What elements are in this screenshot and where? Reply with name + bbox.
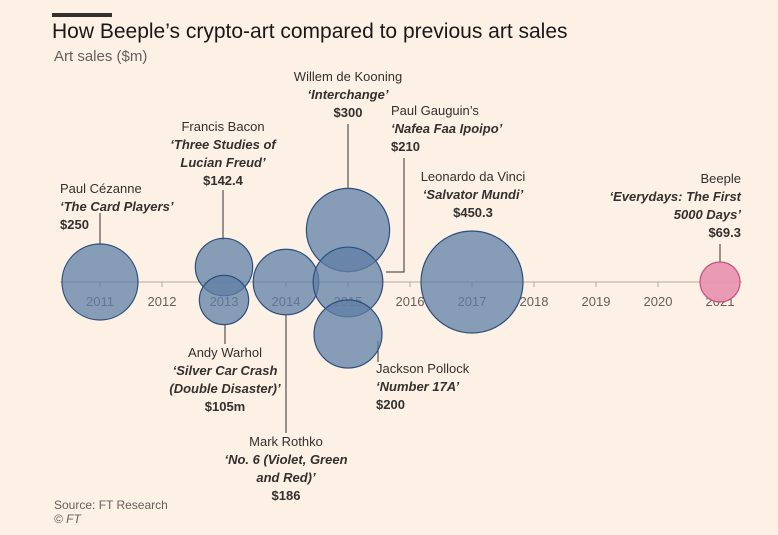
sale-bubble bbox=[313, 299, 383, 369]
highlight-bubble bbox=[699, 261, 741, 303]
point-artist-label: Beeple bbox=[701, 171, 741, 186]
point-artist-label: Paul Gauguin’s bbox=[391, 103, 479, 118]
sale-bubble bbox=[198, 274, 250, 326]
point-artist-label: Paul Cézanne bbox=[60, 181, 142, 196]
title-rule bbox=[52, 13, 112, 17]
chart-title: How Beeple’s crypto-art compared to prev… bbox=[52, 20, 568, 43]
point-artist-label: Willem de Kooning bbox=[294, 69, 402, 84]
sale-bubble bbox=[61, 243, 139, 321]
point-artwork-label: ‘Three Studies of bbox=[170, 137, 277, 152]
point-artwork-label: Lucian Freud’ bbox=[180, 155, 266, 170]
x-tick-label: 2016 bbox=[396, 294, 425, 309]
point-value-label: $250 bbox=[60, 217, 89, 232]
point-artwork-label: ‘Everydays: The First bbox=[610, 189, 742, 204]
point-artwork-label: ‘Nafea Faa Ipoipo’ bbox=[391, 121, 503, 136]
point-artwork-label: ‘No. 6 (Violet, Green bbox=[224, 452, 347, 467]
point-artist-label: Francis Bacon bbox=[181, 119, 264, 134]
x-tick-label: 2012 bbox=[148, 294, 177, 309]
point-value-label: $450.3 bbox=[453, 205, 493, 220]
point-artwork-label: and Red)’ bbox=[256, 470, 316, 485]
leader-line bbox=[386, 158, 405, 273]
point-artwork-label: ‘The Card Players’ bbox=[60, 199, 174, 214]
point-artist-label: Leonardo da Vinci bbox=[421, 169, 526, 184]
point-value-label: $186 bbox=[272, 488, 301, 503]
copyright-text: © FT bbox=[54, 512, 81, 526]
point-value-label: $105m bbox=[205, 399, 245, 414]
point-artwork-label: (Double Disaster)’ bbox=[169, 381, 281, 396]
x-tick-label: 2019 bbox=[582, 294, 611, 309]
sale-bubble bbox=[420, 230, 524, 334]
chart-subtitle: Art sales ($m) bbox=[54, 48, 148, 65]
point-value-label: $210 bbox=[391, 139, 420, 154]
x-tick-label: 2018 bbox=[520, 294, 549, 309]
source-text: Source: FT Research bbox=[54, 498, 168, 512]
sale-bubble bbox=[252, 248, 320, 316]
point-value-label: $69.3 bbox=[708, 225, 741, 240]
point-artwork-label: ‘Silver Car Crash bbox=[173, 363, 278, 378]
point-artwork-label: ‘Number 17A’ bbox=[376, 379, 459, 394]
point-value-label: $142.4 bbox=[203, 173, 244, 188]
point-artist-label: Andy Warhol bbox=[188, 345, 262, 360]
point-artwork-label: ‘Interchange’ bbox=[308, 87, 389, 102]
x-tick-label: 2020 bbox=[644, 294, 673, 309]
point-artwork-label: ‘Salvator Mundi’ bbox=[423, 187, 524, 202]
point-artist-label: Jackson Pollock bbox=[376, 361, 470, 376]
point-artwork-label: 5000 Days’ bbox=[674, 207, 742, 222]
point-value-label: $200 bbox=[376, 397, 405, 412]
point-value-label: $300 bbox=[334, 105, 363, 120]
source-note: Source: FT Research © FT bbox=[54, 498, 168, 526]
point-artist-label: Mark Rothko bbox=[249, 434, 323, 449]
